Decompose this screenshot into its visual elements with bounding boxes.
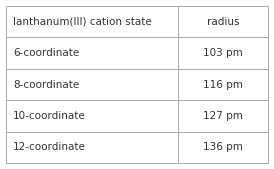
Text: lanthanum(III) cation state: lanthanum(III) cation state (13, 17, 152, 27)
Text: 10-coordinate: 10-coordinate (13, 111, 86, 121)
Text: 116 pm: 116 pm (203, 79, 243, 90)
Bar (6, 37, 178, 69)
Bar (6, 100, 178, 132)
Text: 127 pm: 127 pm (203, 111, 243, 121)
Text: radius: radius (207, 17, 239, 27)
Bar (178, 6, 268, 37)
Bar (178, 37, 268, 69)
Bar (6, 6, 178, 37)
Text: 136 pm: 136 pm (203, 142, 243, 152)
Text: 6-coordinate: 6-coordinate (13, 48, 79, 58)
Bar (6, 69, 178, 100)
Bar (6, 132, 178, 163)
Bar (178, 100, 268, 132)
Text: 8-coordinate: 8-coordinate (13, 79, 79, 90)
Bar (178, 132, 268, 163)
Text: 103 pm: 103 pm (203, 48, 243, 58)
Bar (178, 69, 268, 100)
Text: 12-coordinate: 12-coordinate (13, 142, 86, 152)
